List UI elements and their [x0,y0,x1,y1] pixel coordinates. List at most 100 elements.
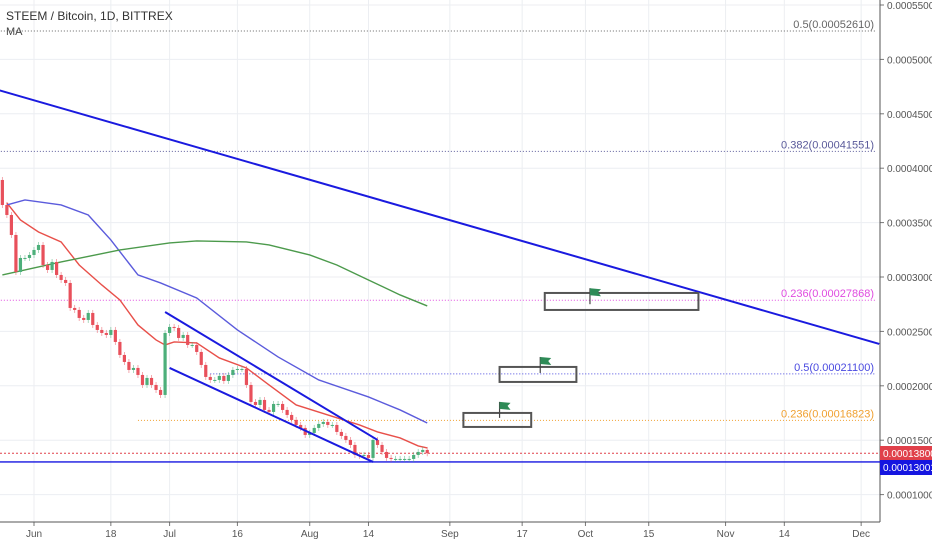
candle[interactable] [118,341,122,355]
candle[interactable] [199,351,203,365]
candle[interactable] [122,354,126,362]
candle[interactable] [249,384,253,402]
candle[interactable] [55,261,59,275]
candle[interactable] [394,458,398,460]
indicator-label-ma[interactable]: MA [6,26,23,38]
moving-average-line[interactable] [2,240,428,307]
candle[interactable] [222,375,226,381]
candle[interactable] [127,361,131,370]
candle[interactable] [348,439,352,445]
candle[interactable] [294,419,298,425]
rectangle-drawing[interactable] [543,291,700,311]
candle[interactable] [149,377,154,385]
candle[interactable] [154,384,158,390]
candle[interactable] [131,367,136,370]
moving-average-line[interactable] [6,199,428,424]
candle[interactable] [190,344,194,346]
candle[interactable] [290,414,294,420]
candle[interactable] [109,329,113,335]
candle[interactable] [326,421,330,425]
candle[interactable] [5,204,9,215]
candle[interactable] [317,423,321,428]
candle[interactable] [244,368,249,385]
candle[interactable] [204,364,208,377]
candle[interactable] [217,375,221,380]
candle[interactable] [425,449,429,454]
candle[interactable] [9,214,13,235]
candle[interactable] [41,244,45,265]
candle[interactable] [186,334,190,345]
candle[interactable] [339,431,343,436]
rectangle-drawing[interactable] [498,365,578,383]
flag-icon[interactable] [498,401,511,418]
candle[interactable] [45,264,50,270]
candle[interactable] [226,374,230,381]
candle[interactable] [380,444,384,452]
candle[interactable] [321,421,325,424]
candle[interactable] [32,249,36,255]
candle[interactable] [195,344,199,352]
candle[interactable] [253,401,258,405]
rectangle-drawing[interactable] [462,411,533,428]
candle[interactable] [407,458,411,460]
candle[interactable] [335,424,339,432]
candle[interactable] [82,317,86,320]
candle[interactable] [86,312,90,320]
candle[interactable] [281,403,285,410]
candle[interactable] [64,279,68,283]
candle[interactable] [177,327,181,338]
candle[interactable] [416,451,420,455]
candle[interactable] [68,282,72,308]
candle[interactable] [73,307,77,310]
candle[interactable] [271,403,276,412]
candle[interactable] [312,427,316,433]
candle[interactable] [27,254,32,258]
trend-line[interactable] [169,367,374,463]
candle[interactable] [421,449,425,452]
candle[interactable] [398,458,402,460]
candle[interactable] [181,334,185,338]
candle[interactable] [140,374,145,385]
candle[interactable] [145,377,149,385]
candle[interactable] [384,451,389,458]
candle[interactable] [172,326,176,328]
candle[interactable] [258,399,262,405]
candle[interactable] [285,409,289,415]
candle[interactable] [353,444,357,455]
candle[interactable] [213,379,217,381]
candle[interactable] [95,324,99,330]
candle[interactable] [18,257,23,272]
candle[interactable] [23,257,27,259]
candle[interactable] [158,389,163,395]
candle[interactable] [14,234,18,272]
candle[interactable] [403,458,407,460]
candle[interactable] [267,409,271,412]
candle[interactable] [231,369,235,375]
candle[interactable] [100,329,104,333]
candle[interactable] [36,244,41,250]
candle[interactable] [0,179,4,205]
candle[interactable] [371,439,375,458]
trend-line[interactable] [164,311,379,441]
flag-icon[interactable] [539,356,552,373]
candle[interactable] [362,454,366,456]
candle[interactable] [262,399,267,410]
candle[interactable] [168,326,172,333]
candle[interactable] [136,367,140,375]
candle[interactable] [344,435,348,440]
candle[interactable] [240,368,244,370]
candle[interactable] [389,457,393,459]
candle[interactable] [77,309,81,318]
candle[interactable] [113,329,117,342]
candle[interactable] [276,403,280,405]
trend-line[interactable] [0,89,880,345]
candle[interactable] [91,312,95,325]
candle[interactable] [163,332,167,395]
candle[interactable] [375,439,380,445]
moving-average-line[interactable] [6,202,428,449]
candle[interactable] [50,261,54,270]
candle[interactable] [208,376,212,380]
candle[interactable] [366,454,371,458]
